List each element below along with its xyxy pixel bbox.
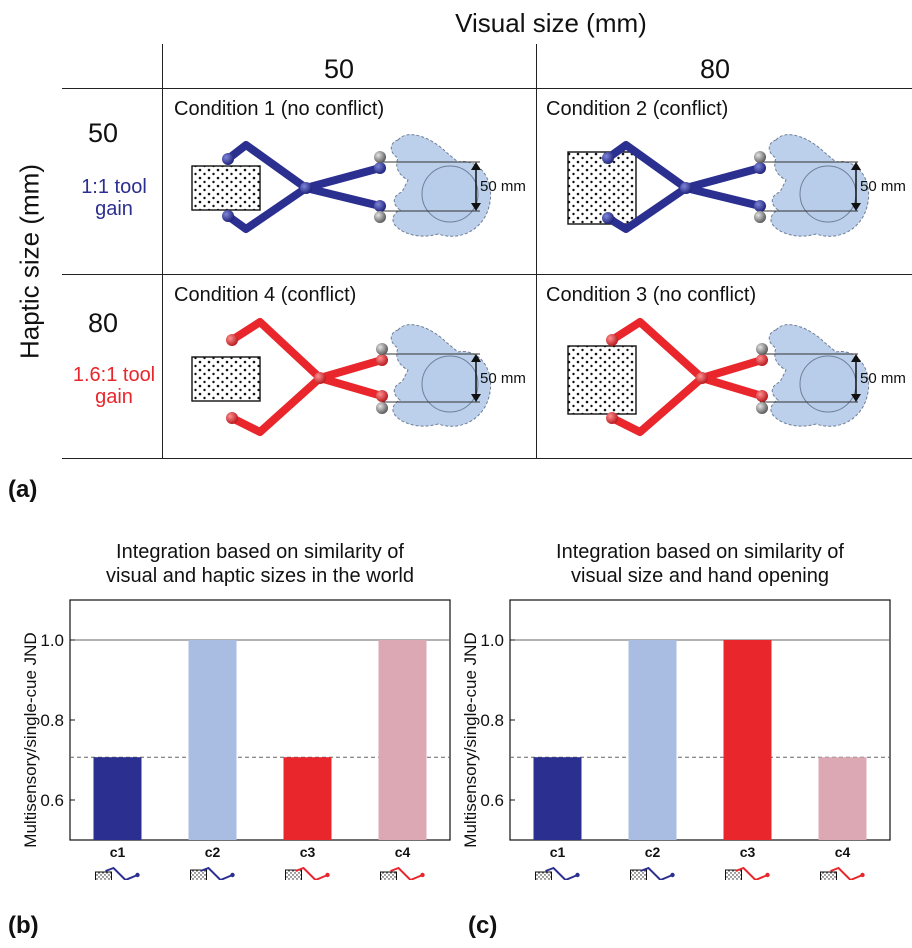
measure-label-c1: 50 mm xyxy=(480,178,526,195)
chart-b-title: Integration based on similarity of visua… xyxy=(60,540,460,588)
panel-b-label: (b) xyxy=(8,912,39,939)
chart-b-ytick-label: 1.0 xyxy=(40,631,64,650)
chart-b-bar-c4 xyxy=(378,640,427,840)
chart-b-xtick-label: c2 xyxy=(205,844,221,860)
chart-b-bar-c2 xyxy=(188,640,237,840)
condition-2-title: Condition 2 (conflict) xyxy=(546,98,729,120)
grid-left-divider xyxy=(162,44,163,458)
col-header-50: 50 xyxy=(324,54,355,84)
condition-3-figure xyxy=(567,318,870,436)
chart-c-tool-icon xyxy=(535,866,580,880)
chart-c-ytick-label: 0.8 xyxy=(480,711,504,730)
grid-header-line xyxy=(62,88,912,89)
panel-c-label: (c) xyxy=(468,912,498,939)
chart-b-xtick-label: c4 xyxy=(395,844,411,860)
row-gain-1: 1:1 tool gain xyxy=(66,176,162,220)
condition-1-title: Condition 1 (no conflict) xyxy=(174,98,385,120)
chart-b-ylabel: Multisensory/single-cue JND xyxy=(21,632,40,847)
chart-c-ytick-label: 1.0 xyxy=(480,631,504,650)
condition-4-figure xyxy=(191,318,492,436)
panel-a-label: (a) xyxy=(8,476,38,503)
chart-b-xtick-label: c1 xyxy=(110,844,126,860)
chart-b-ytick-label: 0.8 xyxy=(40,711,64,730)
chart-title-line: Integration based on similarity of xyxy=(556,541,844,563)
chart-b-tool-icon xyxy=(285,866,330,880)
chart-title-line: visual and haptic sizes in the world xyxy=(106,565,414,587)
chart-c-xtick-label: c2 xyxy=(645,844,661,860)
grid-bottom-line xyxy=(62,458,912,459)
measure-label-c2: 50 mm xyxy=(860,178,906,195)
row-header-80: 80 xyxy=(88,308,119,338)
chart-c-tool-icon xyxy=(725,866,770,880)
chart-b-bar-c1 xyxy=(93,757,142,840)
visual-size-axis-title: Visual size (mm) xyxy=(455,8,647,38)
condition-4-title: Condition 4 (conflict) xyxy=(174,284,357,306)
chart-c-bar-c1 xyxy=(533,757,582,840)
chart-c-xtick-label: c1 xyxy=(550,844,566,860)
condition-3-title: Condition 3 (no conflict) xyxy=(546,284,757,306)
chart-c-bar-c4 xyxy=(818,757,867,840)
tool-illustrations xyxy=(191,134,870,436)
chart-c-title: Integration based on similarity of visua… xyxy=(500,540,900,588)
grid-middle-line xyxy=(62,274,912,275)
gain-line: gain xyxy=(95,386,133,408)
chart-c-xtick-label: c4 xyxy=(835,844,851,860)
gain-line: 1.6:1 tool xyxy=(72,364,156,386)
col-header-80: 80 xyxy=(700,54,731,84)
chart-c-bar-c2 xyxy=(628,640,677,840)
chart-c-ylabel: Multisensory/single-cue JND xyxy=(461,632,480,847)
chart-c-tool-icon xyxy=(820,866,865,880)
chart-b-bar-c3 xyxy=(283,757,332,840)
chart-b-tool-icon xyxy=(380,866,425,880)
row-header-50: 50 xyxy=(88,118,119,148)
chart-title-line: visual size and hand opening xyxy=(571,565,829,587)
measure-label-c4: 50 mm xyxy=(480,370,526,387)
row-gain-2: 1.6:1 tool gain xyxy=(66,364,162,408)
measure-label-c3: 50 mm xyxy=(860,370,906,387)
chart-c-tool-icon xyxy=(630,866,675,880)
condition-1-figure xyxy=(191,134,492,237)
gain-line: 1:1 tool xyxy=(81,176,147,198)
chart-c-ytick-label: 0.6 xyxy=(480,791,504,810)
condition-2-figure xyxy=(567,134,870,237)
chart-b-ytick-label: 0.6 xyxy=(40,791,64,810)
grid-center-divider xyxy=(536,44,537,458)
chart-b-tool-icon xyxy=(95,866,140,880)
chart-b-tool-icon xyxy=(190,866,235,880)
chart-b-xtick-label: c3 xyxy=(300,844,316,860)
gain-line: gain xyxy=(95,198,133,220)
chart-c-bar-c3 xyxy=(723,640,772,840)
chart-c-xtick-label: c3 xyxy=(740,844,756,860)
chart-title-line: Integration based on similarity of xyxy=(116,541,404,563)
